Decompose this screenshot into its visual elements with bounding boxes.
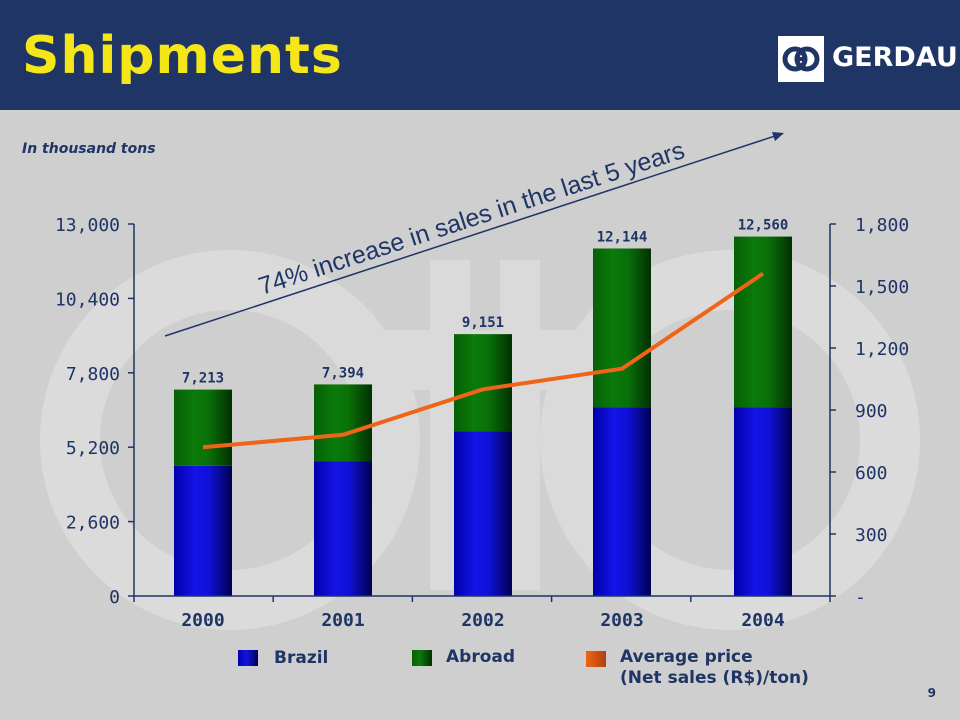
total-label-2003: 12,144 [597,229,648,245]
brazil-swatch [238,650,258,666]
bar-abroad-2002 [454,334,512,432]
right-axis-tick-label: 600 [855,463,888,484]
bar-abroad-2001 [314,384,372,462]
abroad-swatch [412,650,432,666]
logo-text: GERDAU [832,42,958,73]
total-label-2000: 7,213 [182,371,224,387]
left-axis: 0 2,600 5,200 7,800 10,400 13,000 [55,215,135,608]
legend-label-brazil: Brazil [274,648,329,668]
bar-brazil-2003 [593,407,651,596]
right-axis-tick-label: 1,800 [855,215,909,236]
bars [174,236,792,596]
left-axis-tick-label: 2,600 [66,513,120,534]
right-axis-tick-label: 1,500 [855,277,909,298]
page-number: 9 [927,686,936,700]
left-axis-tick-label: 5,200 [66,438,120,459]
bar-abroad-2003 [593,248,651,408]
x-axis-label-2001: 2001 [321,610,364,631]
x-axis-label-2000: 2000 [181,610,224,631]
bar-brazil-2000 [174,465,232,596]
gerdau-logo-mark-icon [778,36,824,82]
bar-brazil-2004 [734,407,792,596]
x-axis: 2000 2001 2002 2003 2004 [133,595,831,631]
header-bar: Shipments GERDAU [0,0,960,110]
annotation-arrow [164,134,779,337]
bar-abroad-2000 [174,389,232,466]
legend-label-average-price-line2: (Net sales (R$)/ton) [620,668,809,688]
average-price-swatch [586,651,606,667]
right-axis-tick-label: 900 [855,401,888,422]
page-title: Shipments [22,26,343,86]
right-axis-tick-label: 1,200 [855,339,909,360]
legend-label-average-price-line1: Average price [620,647,753,667]
left-axis-tick-label: 13,000 [55,215,120,236]
right-axis-tick-label: 300 [855,525,888,546]
bar-abroad-2004 [734,236,792,408]
annotation-arrowhead [772,132,784,141]
x-axis-label-2004: 2004 [741,610,785,631]
average-price-line [202,271,765,450]
price-line [202,271,765,450]
right-axis: - 300 600 900 1,200 1,500 1,800 [829,215,909,608]
total-label-2001: 7,394 [322,365,364,381]
legend-label-abroad: Abroad [446,647,516,667]
bar-brazil-2002 [454,431,512,596]
total-label-2002: 9,151 [462,315,504,331]
unit-note: In thousand tons [22,141,156,157]
gerdau-logo: GERDAU [778,36,958,82]
x-axis-label-2002: 2002 [461,610,504,631]
x-axis-label-2003: 2003 [600,610,643,631]
bar-brazil-2001 [314,461,372,596]
left-axis-tick-label: 0 [109,587,120,608]
left-axis-tick-label: 7,800 [66,364,120,385]
left-axis-tick-label: 10,400 [55,289,120,310]
total-label-2004: 12,560 [738,218,789,234]
right-axis-tick-label: - [855,587,866,608]
total-labels: 7,213 7,394 9,151 12,144 12,560 [182,218,788,387]
